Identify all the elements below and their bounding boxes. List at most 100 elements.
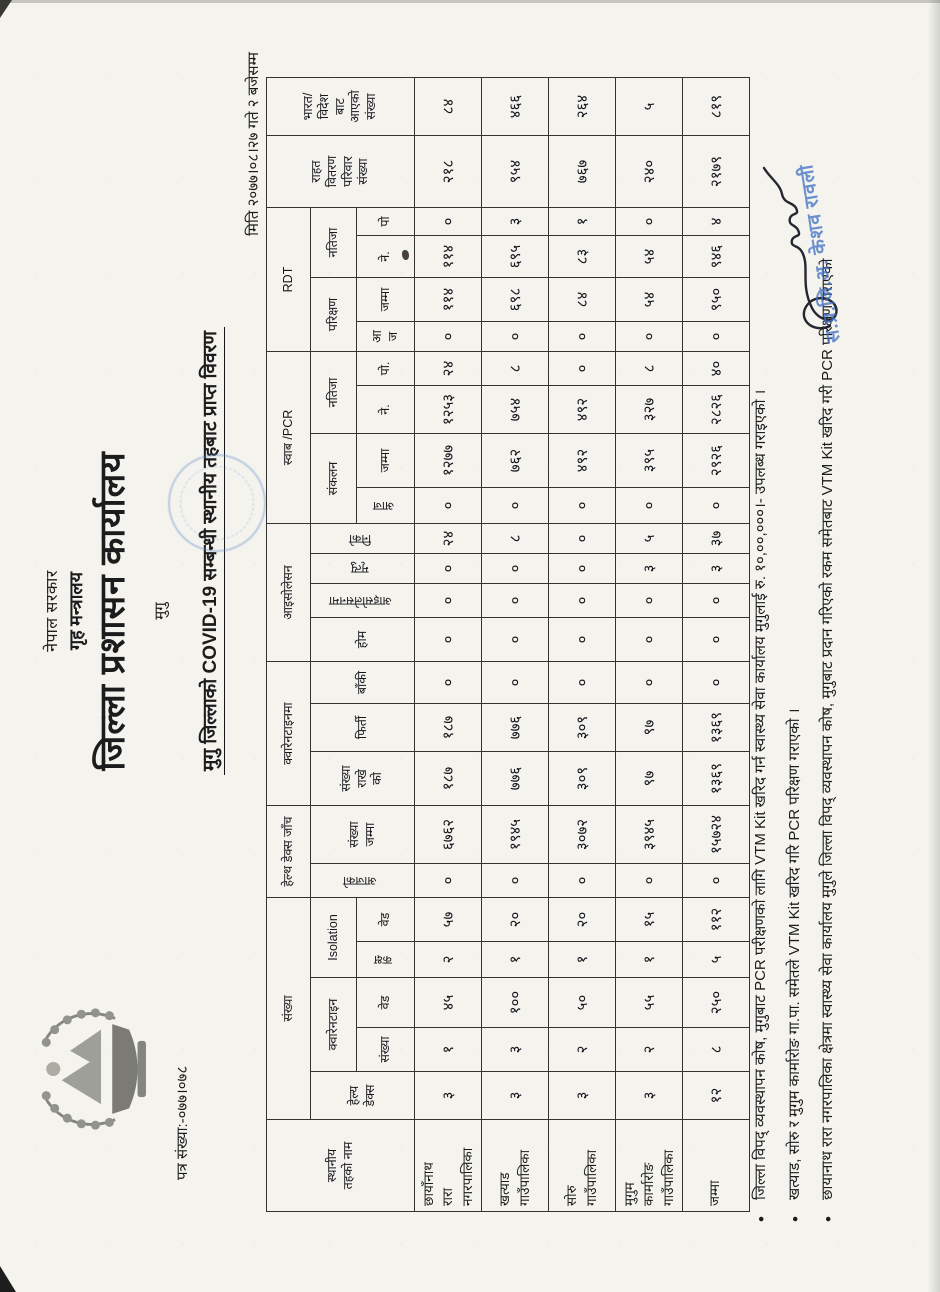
- table-cell: २१८: [414, 135, 482, 208]
- table-cell: ७७६: [481, 751, 549, 806]
- table-cell: १५७२४: [682, 805, 750, 864]
- table-body: छायाँनाथ रारा नगरपालिका ३ १ ४५ २ ५७ ० ६७६२ १८७ १८…: [414, 77, 750, 1212]
- death-label: मृत्यु: [351, 561, 369, 576]
- col-header-iso-bed: वेड: [356, 897, 415, 942]
- table-cell: ३: [481, 1027, 549, 1072]
- table-cell: १८७: [414, 751, 482, 806]
- table-cell: ०: [548, 523, 616, 554]
- table-cell: ८: [615, 351, 683, 386]
- col-subgroup-isolation: Isolation: [310, 897, 357, 978]
- office-name: जिल्ला प्रशासन कार्यालय: [93, 451, 132, 771]
- col-header-death: मृत्यु: [310, 553, 415, 584]
- table-cell: ६७६२: [414, 805, 482, 864]
- table-cell: ०: [548, 351, 616, 386]
- ministry-line: गृह मन्त्रालय: [66, 571, 86, 651]
- table-cell: १८७: [414, 703, 482, 752]
- table-cell: १: [548, 941, 616, 978]
- table-cell: ०: [682, 661, 750, 704]
- table-cell: ६९८: [481, 277, 549, 322]
- col-header-quar-number: संख्या: [356, 1027, 415, 1072]
- table-cell: ०: [615, 321, 683, 352]
- table-cell: ९७: [615, 703, 683, 752]
- table-row: छायाँनाथ रारा नगरपालिका ३ १ ४५ २ ५७ ० ६७६२ १८७ १८…: [414, 77, 482, 1212]
- col-header-home: होम: [310, 617, 415, 662]
- table-cell: ०: [481, 583, 549, 618]
- table-cell: ५५: [615, 977, 683, 1028]
- col-header-today-checked: आजको: [310, 863, 415, 898]
- table-cell: २: [615, 1027, 683, 1072]
- col-header-iso-room: कक्ष: [356, 941, 415, 978]
- col-group-rdt: RDT: [266, 207, 311, 352]
- table-cell: २५०: [682, 977, 750, 1028]
- col-header-kept-number: संख्या राखे को: [310, 751, 415, 806]
- bullet-icon: •: [785, 1216, 805, 1222]
- row-name-cell: छायाँनाथ रारा नगरपालिका: [414, 1119, 482, 1212]
- row-name-cell: मुगुम कार्मारोङ गाउँपालिका: [615, 1119, 683, 1212]
- table-cell: ०: [682, 863, 750, 898]
- table-cell: ४६६: [481, 77, 549, 136]
- col-subgroup-quarantine: क्वारेनटाइन: [310, 977, 357, 1072]
- table-cell: ३: [414, 1071, 482, 1120]
- table-cell: ०: [414, 583, 482, 618]
- col-subgroup-rdt-result: नतिजा: [310, 207, 357, 278]
- swab-today-label: आज: [372, 498, 394, 513]
- table-cell: ८: [481, 523, 549, 554]
- col-header-rdt-positive: पो: [356, 207, 415, 236]
- table-cell: ७६२: [481, 433, 549, 488]
- table-cell: ०: [615, 863, 683, 898]
- table-cell: ०: [682, 487, 750, 524]
- col-subgroup-swab-collection: संकलन: [310, 433, 357, 524]
- col-header-quar-bed: वेड: [356, 977, 415, 1028]
- table-cell: ०: [615, 661, 683, 704]
- row-name-cell: जम्मा: [682, 1119, 750, 1212]
- col-header-swab-positive: पो.: [356, 351, 415, 386]
- table-cell: ०: [682, 617, 750, 662]
- table-cell: ४: [682, 207, 750, 236]
- table-cell: ५: [615, 523, 683, 554]
- col-group-sankhya: संख्या: [266, 897, 311, 1120]
- table-cell: ३: [548, 1071, 616, 1120]
- table-cell: ०: [414, 617, 482, 662]
- table-row: सोरु गाउँपालिका ३ २ ५० १ २० ० ३०७२ ३०९ ३०९ ० ० ० ० ० ० ४…: [548, 77, 616, 1212]
- table-cell: ३९५: [615, 433, 683, 488]
- report-date: मिति २०७७।०८।२७ गते २ बजेसम्म: [245, 52, 262, 236]
- table-cell: ०: [615, 617, 683, 662]
- table-cell: ११४: [414, 235, 482, 278]
- col-header-swab-negative: ने.: [356, 385, 415, 434]
- table-cell: ०: [548, 863, 616, 898]
- letter-number: पत्र संख्या:-०७७।०७८: [174, 1065, 191, 1180]
- table-cell: ०: [481, 553, 549, 584]
- table-cell: ३०९: [548, 751, 616, 806]
- table-row: मुगुम कार्मारोङ गाउँपालिका ३ २ ५५ १ १५ ० ३९४५ ९७…: [615, 77, 683, 1212]
- table-cell: २८२६: [682, 385, 750, 434]
- table-cell: ०: [615, 583, 683, 618]
- table-cell: ०: [414, 207, 482, 236]
- table-cell: २४: [414, 351, 482, 386]
- report-title-wrap: मुगु जिल्लाको COVID-19 सम्बन्धी स्थानीय …: [196, 0, 225, 1197]
- table-cell: ०: [481, 617, 549, 662]
- col-header-recovered: निको: [310, 523, 415, 554]
- table-cell: ०: [548, 583, 616, 618]
- table-cell: २९२६: [682, 433, 750, 488]
- col-header-returned: फिर्ती: [310, 703, 415, 752]
- col-header-remaining: बाँकी: [310, 661, 415, 704]
- col-header-health-desk: हेल्य डेक्स: [310, 1071, 415, 1120]
- col-group-in-quarantine: क्वारेनटाइनमा: [266, 661, 311, 806]
- table-cell: ५०: [548, 977, 616, 1028]
- ink-blot: [402, 250, 409, 260]
- table-cell: ०: [414, 661, 482, 704]
- table-cell: ७५४: [481, 385, 549, 434]
- col-header-total-checked: संख्या जम्मा: [310, 805, 415, 864]
- recovered-label: निको: [349, 531, 372, 546]
- table-cell: ०: [481, 321, 549, 352]
- table-cell: ७७६: [481, 703, 549, 752]
- col-header-rdt-today: आ ज: [356, 321, 415, 352]
- table-cell: ०: [548, 487, 616, 524]
- table-cell: १: [548, 207, 616, 236]
- footnote-text: छायानाथ रारा नगरपालिका क्षेत्रमा स्वास्थ…: [819, 258, 837, 1201]
- today-checked-label: आजको: [343, 873, 377, 888]
- table-cell: ५४: [615, 235, 683, 278]
- table-cell: ३२७: [615, 385, 683, 434]
- table-cell: २: [414, 941, 482, 978]
- table-row-total: जम्मा १२ ८ २५० ५ ११२ ० १५७२४ १३६९ १३६९ ० ० ० ३ ३७ ० २९२६…: [682, 77, 750, 1212]
